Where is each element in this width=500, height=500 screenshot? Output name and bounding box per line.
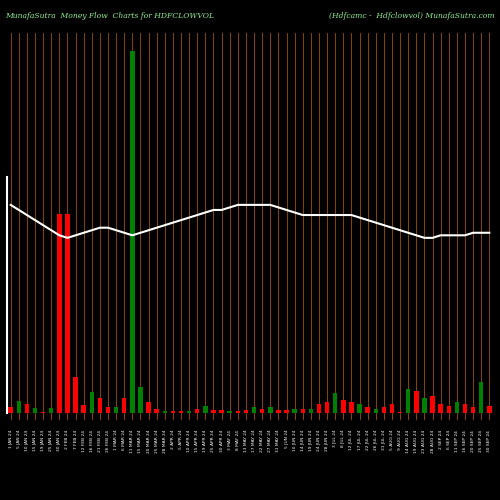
Bar xyxy=(146,402,151,413)
Bar xyxy=(74,378,78,413)
Bar xyxy=(374,409,378,413)
Bar xyxy=(422,398,426,413)
Bar xyxy=(114,408,118,413)
Bar xyxy=(268,408,272,413)
Bar xyxy=(244,410,248,413)
Bar xyxy=(487,406,492,413)
Bar xyxy=(187,411,192,413)
Bar xyxy=(203,406,207,413)
Bar xyxy=(260,409,264,413)
Bar xyxy=(406,389,410,413)
Bar xyxy=(463,404,467,413)
Bar xyxy=(471,408,476,413)
Bar xyxy=(220,410,224,413)
Bar xyxy=(414,391,418,413)
Bar xyxy=(212,410,216,413)
Bar xyxy=(138,388,142,413)
Bar xyxy=(154,409,159,413)
Bar xyxy=(382,408,386,413)
Bar xyxy=(276,410,280,413)
Bar xyxy=(284,410,288,413)
Bar xyxy=(398,412,402,413)
Bar xyxy=(252,408,256,413)
Bar xyxy=(358,404,362,413)
Text: (Hdfcamc -  Hdfclowvol) MunafaSutra.com: (Hdfcamc - Hdfclowvol) MunafaSutra.com xyxy=(330,12,495,20)
Bar xyxy=(41,412,46,413)
Bar xyxy=(454,402,459,413)
Bar xyxy=(179,410,184,413)
Text: MunafaSutra  Money Flow  Charts for HDFCLOWVOL: MunafaSutra Money Flow Charts for HDFCLO… xyxy=(5,12,214,20)
Bar xyxy=(292,409,297,413)
Bar xyxy=(341,400,345,413)
Bar xyxy=(349,402,354,413)
Bar xyxy=(49,408,54,413)
Bar xyxy=(98,398,102,413)
Bar xyxy=(82,405,86,413)
Bar xyxy=(228,410,232,413)
Bar xyxy=(122,398,126,413)
Bar xyxy=(366,408,370,413)
Bar xyxy=(325,402,330,413)
Bar xyxy=(65,214,70,413)
Bar xyxy=(90,392,94,413)
Bar xyxy=(236,410,240,413)
Bar xyxy=(430,396,435,413)
Bar xyxy=(162,411,167,413)
Bar xyxy=(16,401,21,413)
Bar xyxy=(479,382,484,413)
Bar xyxy=(130,50,134,413)
Bar xyxy=(300,409,305,413)
Bar xyxy=(446,406,451,413)
Bar xyxy=(308,409,313,413)
Bar xyxy=(316,404,321,413)
Bar xyxy=(333,393,338,413)
Bar xyxy=(106,408,110,413)
Bar xyxy=(170,410,175,413)
Bar xyxy=(438,404,443,413)
Bar xyxy=(390,404,394,413)
Bar xyxy=(8,408,13,413)
Bar xyxy=(33,408,37,413)
Bar xyxy=(195,409,200,413)
Bar xyxy=(57,214,62,413)
Bar xyxy=(24,404,29,413)
